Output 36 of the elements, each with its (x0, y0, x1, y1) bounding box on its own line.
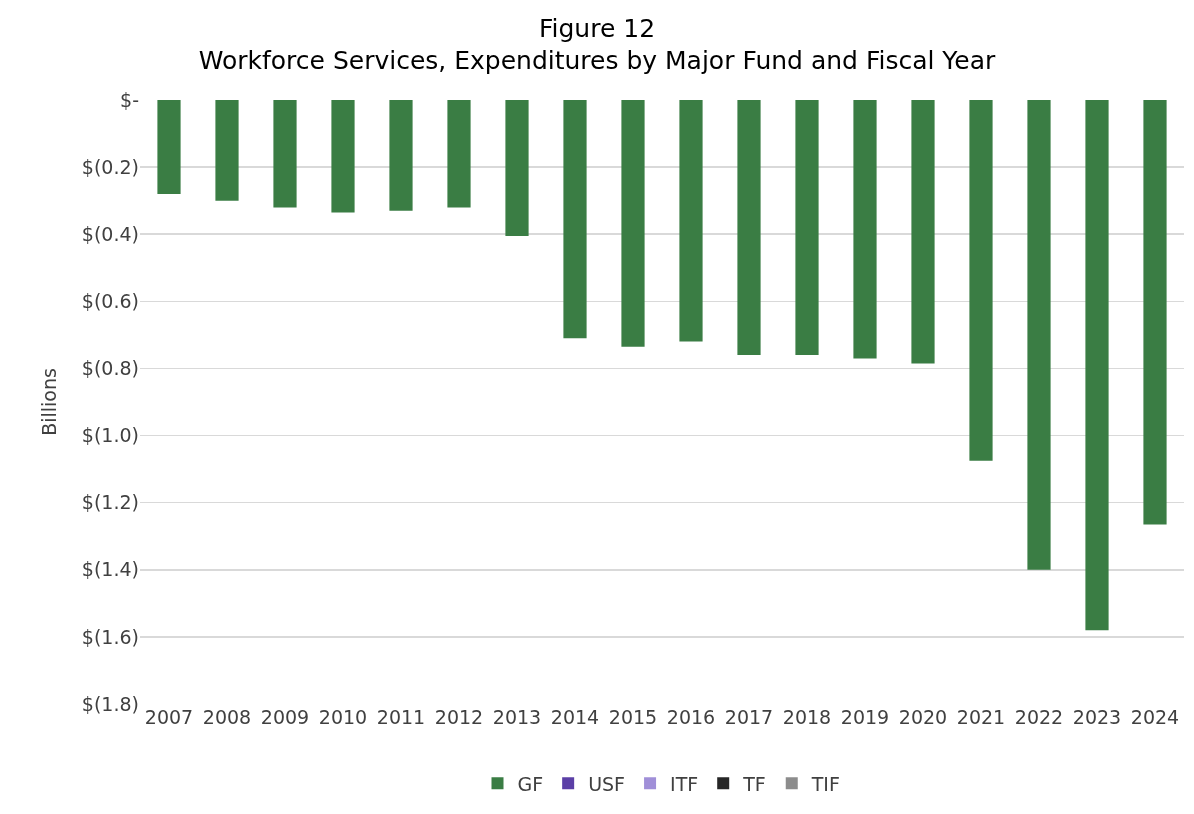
x-tick-label: 2008 (202, 706, 252, 728)
x-tick-label: 2014 (550, 706, 600, 728)
y-tick-label: $(0.8) (81, 357, 139, 380)
x-tick-label: 2023 (1072, 706, 1122, 728)
x-tick-label: 2012 (434, 706, 484, 728)
chart-title: Figure 12 (538, 13, 656, 43)
legend-label: USF (588, 772, 626, 795)
y-tick-label: $(1.4) (81, 558, 139, 581)
x-tick-label: 2007 (144, 706, 194, 728)
x-tick-label: 2017 (724, 706, 774, 728)
x-tick-label: 2021 (956, 706, 1006, 728)
x-tick-label: 2018 (782, 706, 832, 728)
y-tick-label: $(0.6) (81, 289, 139, 312)
y-tick-label: $- (120, 88, 139, 111)
x-tick-label: 2019 (840, 706, 890, 728)
legend-label: GF (517, 772, 544, 795)
legend-label: TIF (810, 772, 840, 795)
x-tick-label: 2015 (608, 706, 658, 728)
y-tick-label: $(0.4) (81, 222, 139, 245)
y-tick-label: $(1.8) (81, 692, 139, 715)
x-tick-label: 2009 (260, 706, 310, 728)
y-tick-label: $(1.2) (81, 491, 139, 514)
y-tick-label: $(1.0) (81, 424, 139, 447)
x-tick-label: 2010 (318, 706, 368, 728)
legend-label: TF (742, 772, 766, 795)
chart-subtitle: Workforce Services, Expenditures by Major Fund and Fiscal Year (198, 46, 997, 76)
x-tick-label: 2016 (666, 706, 716, 728)
x-tick-label: 2022 (1014, 706, 1064, 728)
x-tick-label: 2024 (1130, 706, 1180, 728)
x-tick-label: 2020 (898, 706, 948, 728)
y-tick-label: $(1.6) (81, 625, 139, 648)
x-tick-label: 2011 (376, 706, 426, 728)
x-tick-label: 2013 (492, 706, 542, 728)
y-axis-title: Billions (37, 368, 60, 436)
y-tick-label: $(0.2) (81, 155, 139, 178)
legend-label: ITF (670, 772, 699, 795)
